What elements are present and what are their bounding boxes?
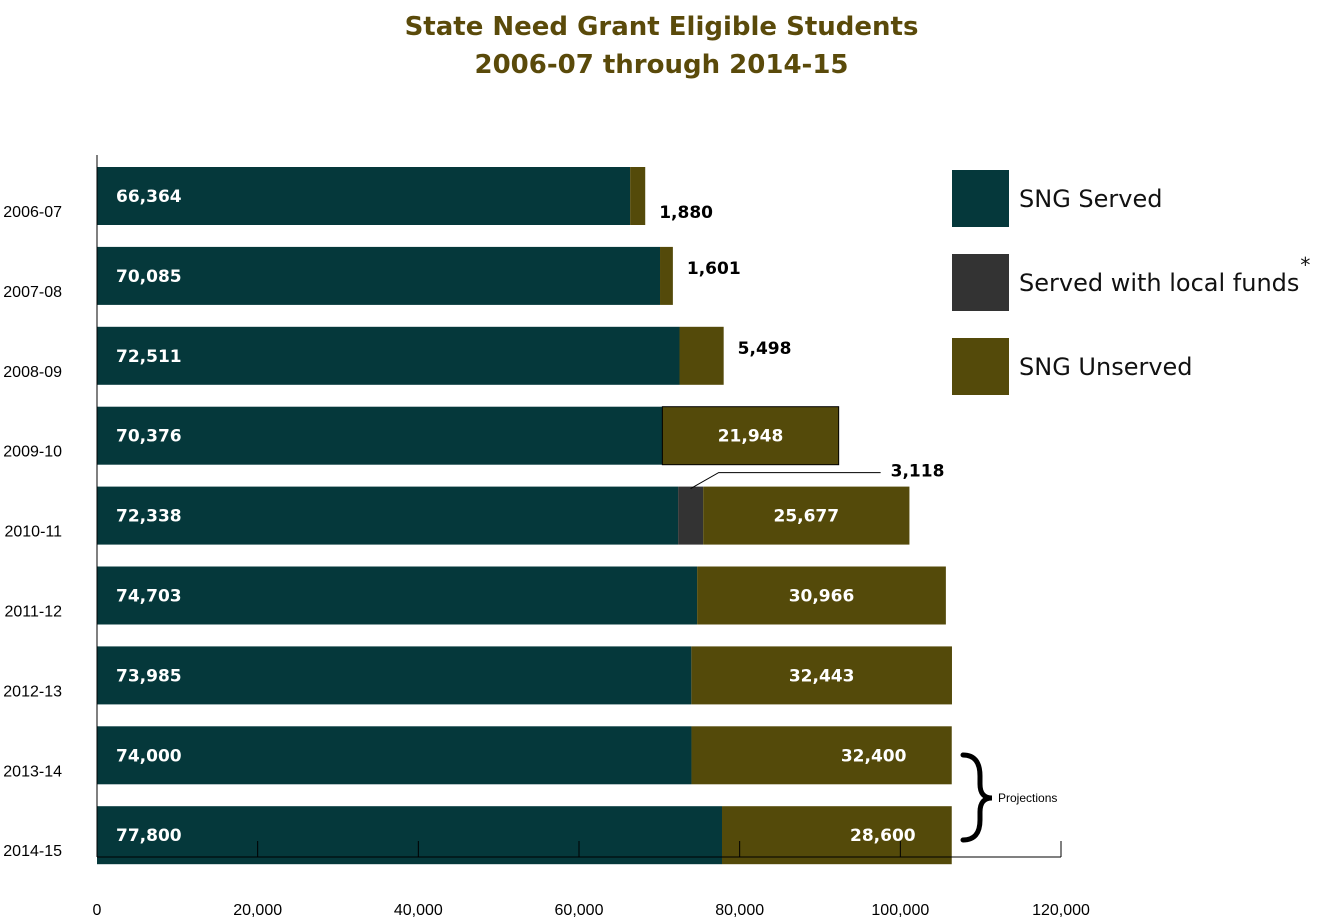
- legend-swatch-sng-unserved: [952, 338, 1009, 395]
- label-served-2006-07: 66,364: [116, 187, 182, 207]
- bars-group: [97, 167, 952, 865]
- category-label-2008-09: 2008-09: [3, 364, 62, 381]
- label-unserved-2006-07: 1,880: [659, 203, 713, 223]
- label-served-2008-09: 72,511: [116, 347, 182, 367]
- bar-sng-unserved-2010-11: [703, 486, 910, 545]
- label-unserved-2013-14: 32,400: [841, 746, 907, 766]
- chart-title: State Need Grant Eligible Students: [404, 12, 919, 42]
- bar-sng-unserved-2013-14: [691, 726, 952, 785]
- label-served-2011-12: 74,703: [116, 587, 182, 607]
- category-label-2010-11: 2010-11: [4, 524, 62, 541]
- legend-label-sng-unserved: SNG Unserved: [1019, 353, 1193, 381]
- legend-label-served-with-local-funds: Served with local funds: [1019, 269, 1299, 297]
- bar-sng-unserved-2008-09: [679, 326, 724, 385]
- label-served-2007-08: 70,085: [116, 267, 182, 287]
- label-served-2012-13: 73,985: [116, 666, 182, 686]
- bar-served-with-local-funds-2010-11: [678, 486, 704, 545]
- bar-labels-group: 66,364 1,880 70,085 1,601 72,511 5,498 70,376 2…: [116, 187, 944, 846]
- x-tick-label: 20,000: [233, 902, 282, 919]
- projections-brace: [960, 752, 993, 843]
- bar-sng-served-2009-10: [97, 406, 663, 465]
- bar-sng-served-2008-09: [97, 326, 680, 385]
- legend-label-sng-served: SNG Served: [1019, 185, 1162, 213]
- x-tick-label: 120,000: [1032, 902, 1090, 919]
- bar-sng-served-2006-07: [97, 167, 631, 225]
- bar-sng-unserved-2007-08: [660, 246, 673, 305]
- bar-sng-unserved-2011-12: [697, 566, 946, 625]
- bar-sng-served-2012-13: [97, 646, 692, 705]
- x-tick-label: 100,000: [871, 902, 929, 919]
- label-served-2009-10: 70,376: [116, 427, 182, 447]
- bar-sng-served-2011-12: [97, 566, 698, 625]
- label-unserved-2007-08: 1,601: [687, 259, 741, 279]
- category-label-2007-08: 2007-08: [3, 284, 62, 301]
- category-label-2011-12: 2011-12: [4, 604, 62, 621]
- legend-swatch-sng-served: [952, 170, 1009, 227]
- label-served-2013-14: 74,000: [116, 746, 182, 766]
- projections-annotation: Projections: [960, 752, 1057, 843]
- category-label-2009-10: 2009-10: [3, 444, 62, 461]
- category-label-2006-07: 2006-07: [3, 204, 62, 221]
- category-label-2012-13: 2012-13: [3, 683, 62, 700]
- label-served-2014-15: 77,800: [116, 826, 182, 846]
- leader-line-local-funds: [690, 472, 881, 490]
- bar-sng-served-2007-08: [97, 246, 661, 305]
- bar-sng-served-2010-11: [97, 486, 679, 545]
- label-served-2010-11: 72,338: [116, 507, 182, 527]
- x-tick-label: 0: [93, 902, 102, 919]
- projections-label: Projections: [998, 791, 1057, 805]
- x-tick-label: 60,000: [555, 902, 604, 919]
- label-unserved-2014-15: 28,600: [850, 826, 916, 846]
- bar-sng-unserved-2009-10: [661, 406, 840, 466]
- label-unserved-2011-12: 30,966: [789, 587, 855, 607]
- category-label-2013-14: 2013-14: [3, 763, 62, 780]
- chart-subtitle: 2006-07 through 2014-15: [474, 50, 849, 80]
- x-tick-label: 40,000: [394, 902, 443, 919]
- bar-sng-unserved-2012-13: [691, 646, 952, 705]
- category-label-2014-15: 2014-15: [3, 843, 62, 860]
- label-unserved-2008-09: 5,498: [738, 339, 792, 359]
- legend-swatch-served-with-local-funds: [952, 254, 1009, 311]
- legend-footnote-mark: *: [1300, 253, 1310, 277]
- label-unserved-2010-11: 25,677: [773, 507, 839, 527]
- bar-sng-served-2014-15: [97, 806, 722, 865]
- label-local-funds-2010-11: 3,118: [891, 462, 945, 482]
- bar-sng-unserved-2014-15: [721, 806, 952, 865]
- x-tick-label: 80,000: [715, 902, 764, 919]
- legend: SNG Served Served with local funds* SNG Un…: [952, 170, 1310, 395]
- bar-sng-unserved-2006-07: [630, 167, 646, 225]
- label-unserved-2009-10: 21,948: [718, 427, 784, 447]
- bar-sng-served-2013-14: [97, 726, 692, 785]
- axes-group: 2006-07 2007-08 2008-09 2009-10 2010-11 2011-…: [3, 155, 1090, 919]
- label-unserved-2012-13: 32,443: [789, 666, 855, 686]
